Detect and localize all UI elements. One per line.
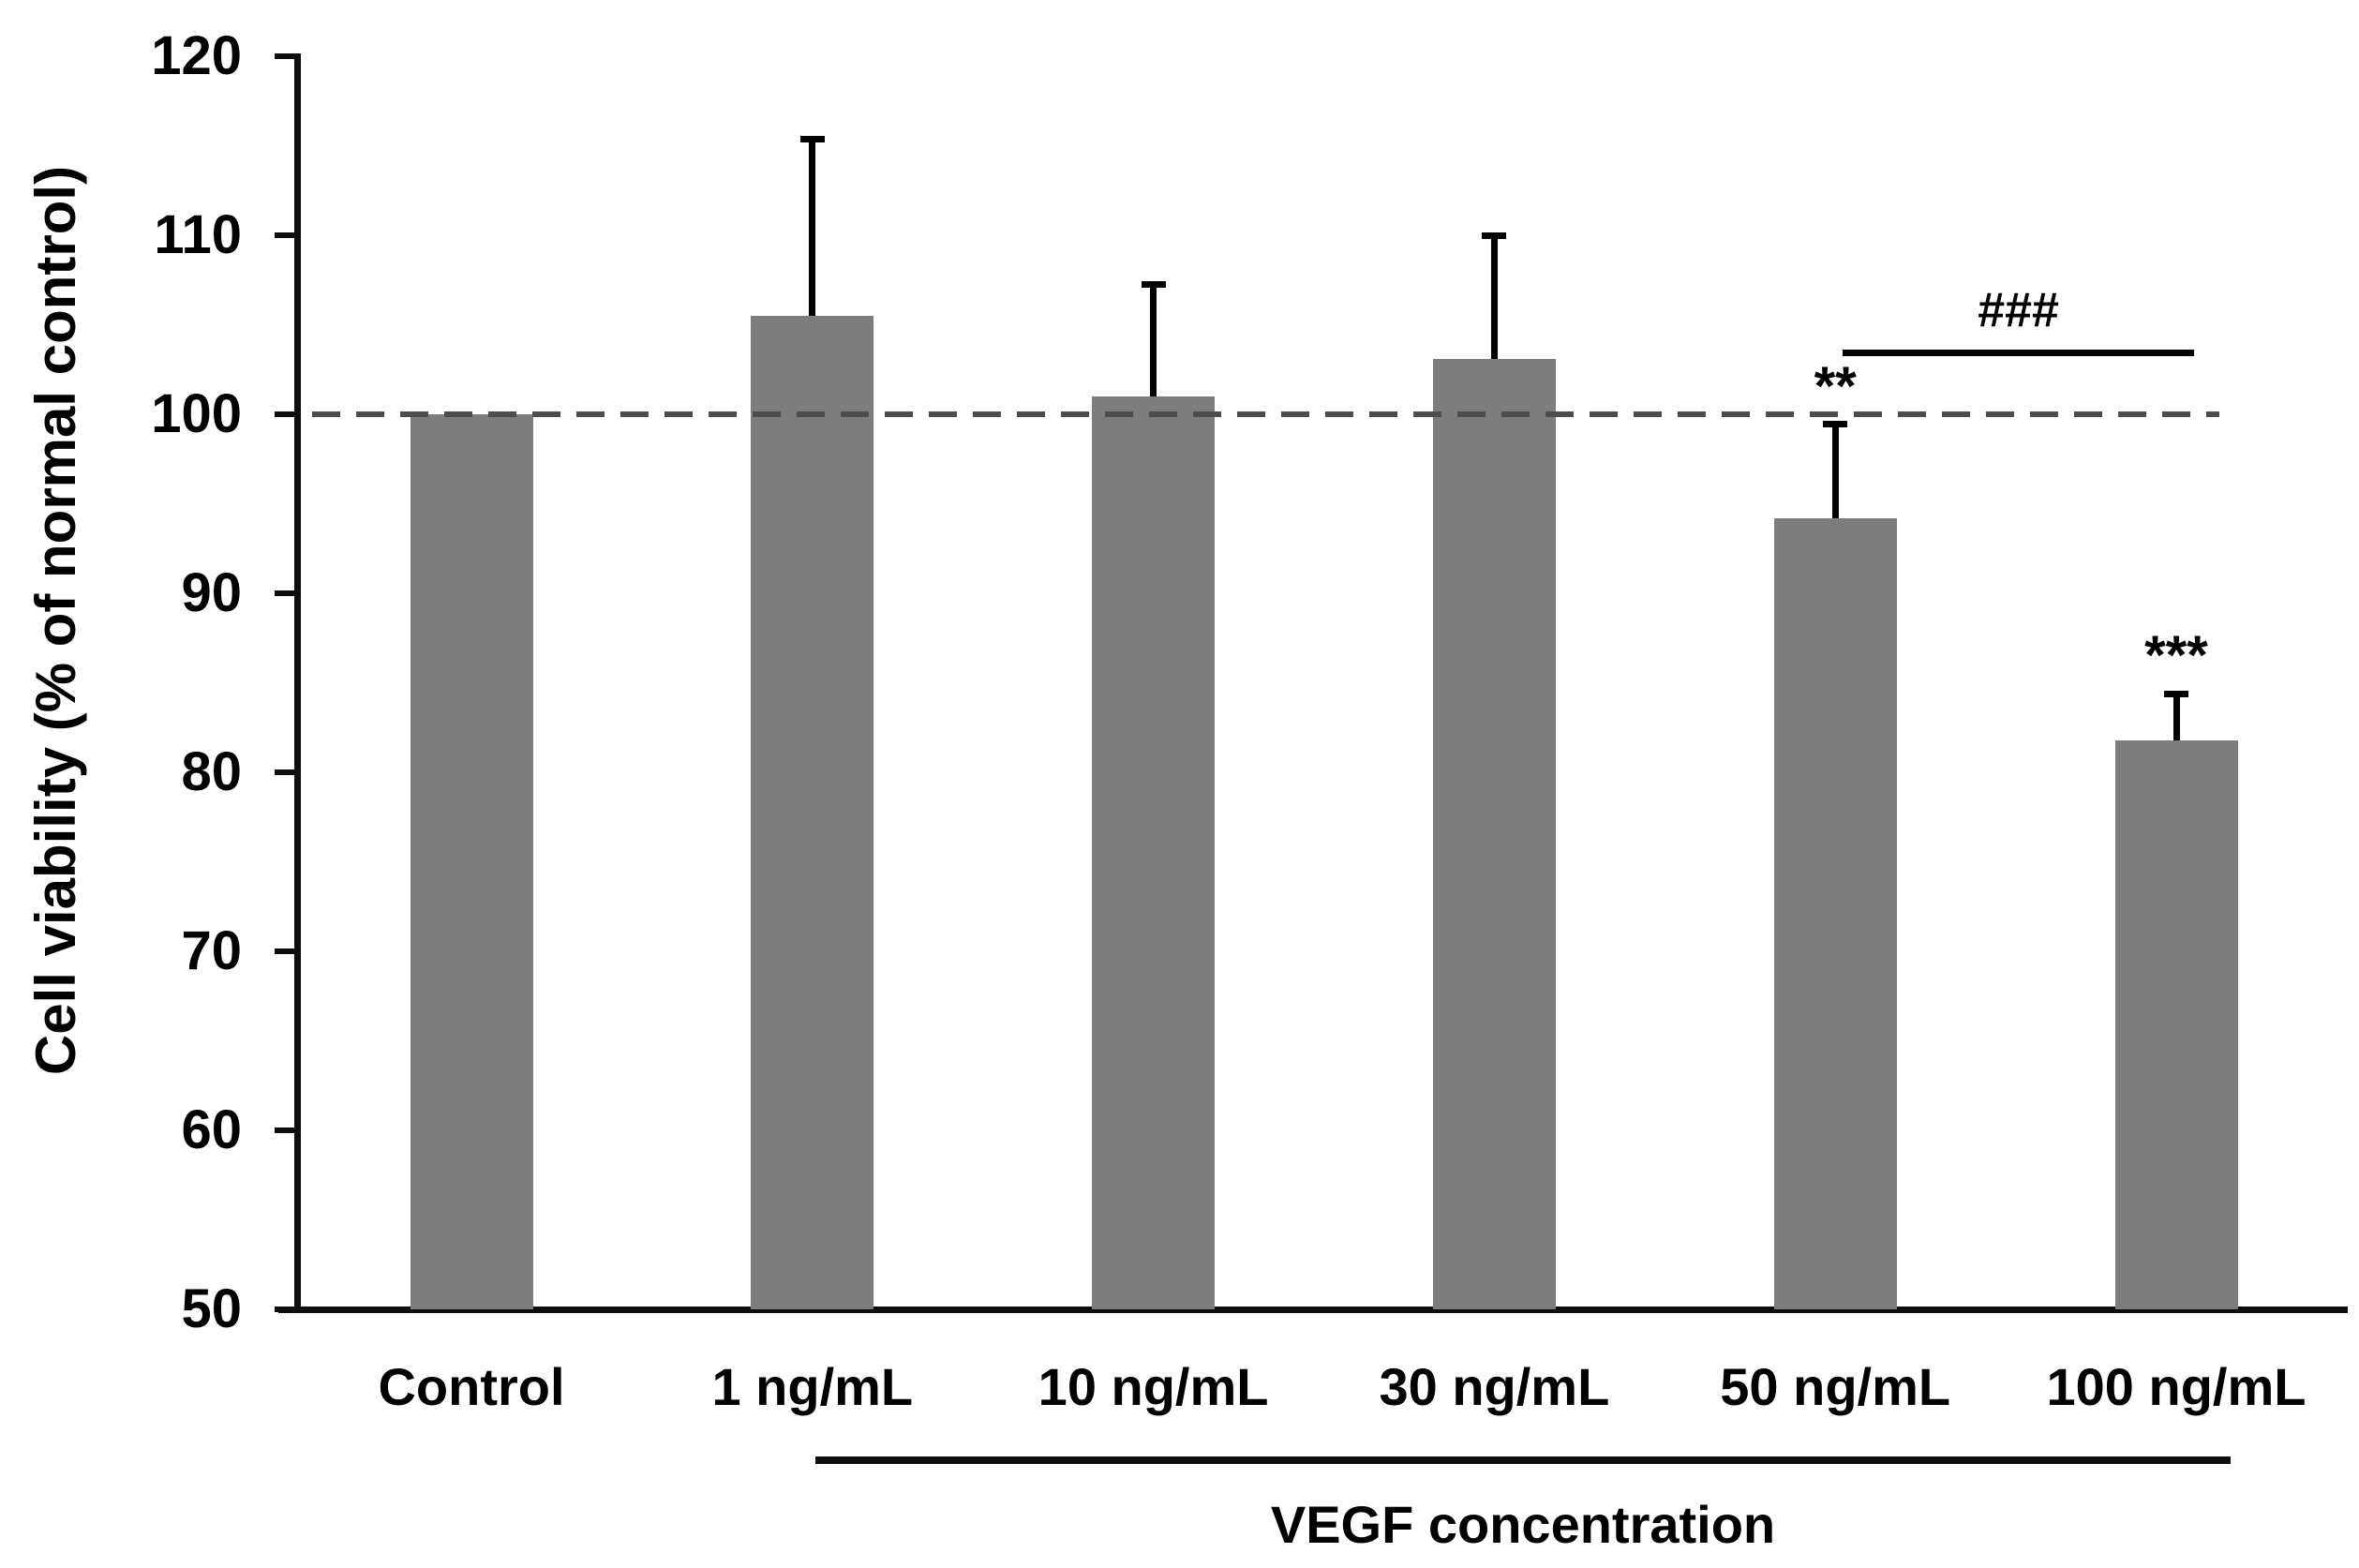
y-axis-line [294, 53, 301, 1313]
y-tick [275, 948, 301, 954]
bar [1432, 358, 1556, 1309]
y-tick-label: 50 [181, 1278, 242, 1339]
error-bar-cap [1482, 232, 1507, 239]
x-tick-label: 50 ng/mL [1720, 1357, 1951, 1416]
error-bar [1490, 235, 1498, 359]
x-group-label: VEGF concentration [1270, 1495, 1776, 1554]
y-tick [275, 1307, 301, 1312]
error-bar [2172, 693, 2180, 740]
x-tick-label: 10 ng/mL [1038, 1357, 1269, 1416]
x-group-underline [815, 1456, 2231, 1464]
error-bar [809, 138, 816, 316]
y-tick-label: 90 [181, 562, 242, 623]
y-tick [275, 1127, 301, 1133]
bar [410, 414, 533, 1309]
y-tick [275, 769, 301, 775]
y-tick-label: 60 [181, 1099, 242, 1160]
significance-bracket [1843, 350, 2194, 357]
x-tick-label: 1 ng/mL [711, 1357, 914, 1416]
reference-line [312, 411, 2219, 417]
x-tick-label: Control [378, 1357, 565, 1416]
error-bar-cap [1823, 420, 1848, 427]
x-axis-line [278, 1307, 2348, 1313]
bar [751, 315, 874, 1309]
error-bar-cap [799, 135, 825, 142]
error-bar [1150, 283, 1157, 396]
error-bar [1831, 423, 1839, 518]
y-tick-label: 120 [151, 25, 242, 86]
bar [1092, 396, 1216, 1309]
x-tick-label: 100 ng/mL [2046, 1357, 2307, 1416]
y-tick-label: 110 [154, 204, 242, 265]
error-bar-cap [1141, 280, 1166, 288]
y-tick [275, 411, 301, 417]
significance-marker: ** [1814, 356, 1857, 418]
significance-bracket-label: ### [1978, 283, 2059, 338]
y-tick [275, 590, 301, 596]
y-tick-label: 70 [181, 920, 242, 981]
y-tick [275, 232, 301, 238]
significance-marker: *** [2144, 624, 2208, 686]
bar [2114, 739, 2238, 1309]
error-bar-cap [2164, 690, 2188, 697]
bar [1773, 517, 1897, 1309]
y-tick [275, 53, 301, 59]
x-tick-label: 30 ng/mL [1379, 1357, 1610, 1416]
y-tick-label: 100 [151, 383, 242, 444]
y-tick-label: 80 [181, 741, 242, 802]
